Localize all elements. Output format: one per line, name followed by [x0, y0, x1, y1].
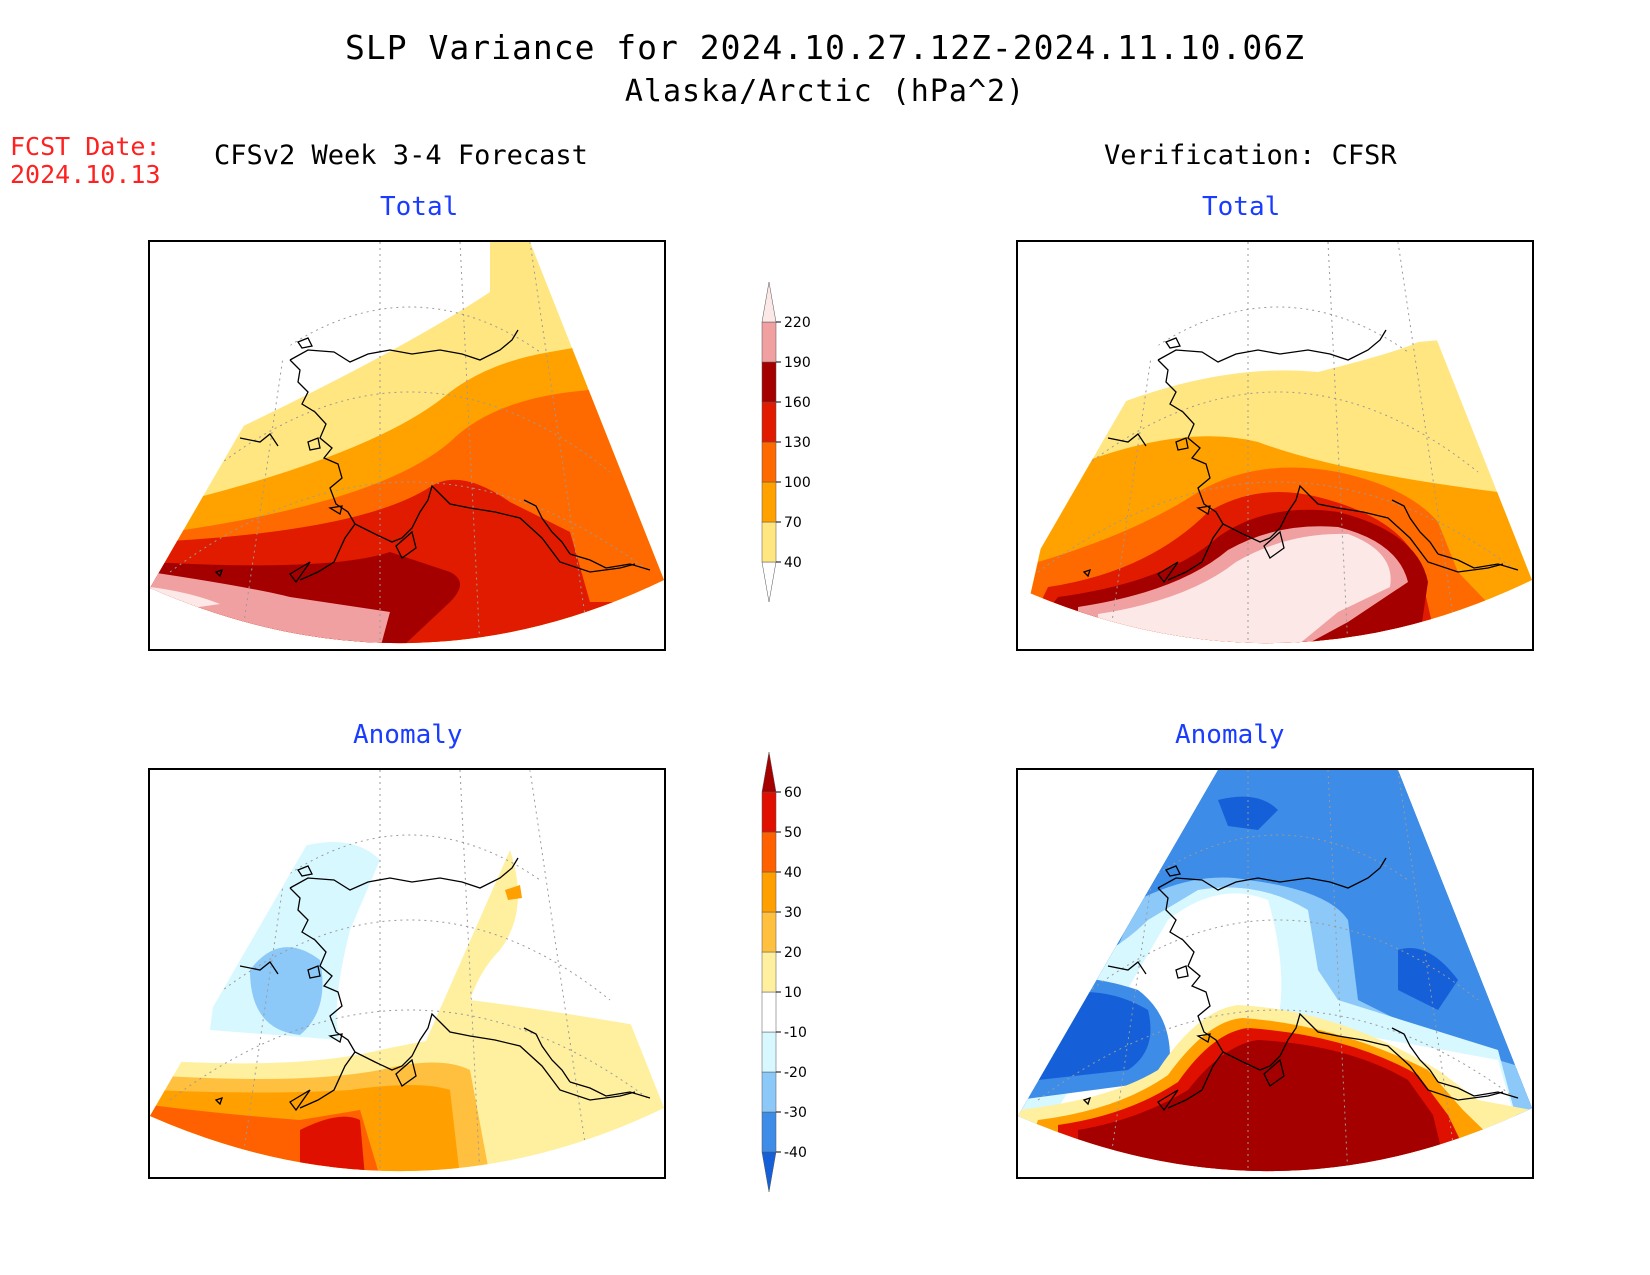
anomaly-colorbar-tick-label: 50 — [784, 825, 802, 841]
total-colorbar-tick-label: 130 — [784, 435, 811, 451]
verification-anomaly-map — [1016, 768, 1534, 1179]
fcst-date-value: 2024.10.13 — [10, 160, 161, 189]
forecast-total-map — [148, 240, 666, 651]
anomaly-colorbar-swatch — [761, 991, 777, 1033]
forecast-total-title: Total — [380, 192, 459, 222]
total-colorbar-swatch — [761, 281, 777, 323]
main-title: SLP Variance for 2024.10.27.12Z-2024.11.… — [345, 28, 1305, 67]
anomaly-colorbar-swatch — [761, 831, 777, 873]
forecast-anomaly-title: Anomaly — [353, 720, 463, 750]
anomaly-colorbar-swatch — [761, 1151, 777, 1193]
anomaly-colorbar-swatch — [761, 911, 777, 953]
anomaly-colorbar-tick-label: -20 — [784, 1065, 807, 1081]
total-colorbar-tick-label: 100 — [784, 475, 811, 491]
anomaly-colorbar: -40 -30 -20 -10 10 20 30 40 50 60 — [760, 751, 830, 1206]
anomaly-colorbar-swatch — [761, 791, 777, 833]
total-colorbar-swatch — [761, 361, 777, 403]
anomaly-colorbar-swatch — [761, 1031, 777, 1073]
total-colorbar-tick-label: 160 — [784, 395, 811, 411]
anomaly-colorbar-svg: -40 -30 -20 -10 10 20 30 40 50 60 — [761, 751, 807, 1193]
anomaly-colorbar-tick-label: -10 — [784, 1025, 807, 1041]
total-colorbar-svg: 40 70 100 130 160 190 220 — [761, 281, 811, 603]
verification-total-map — [1016, 240, 1534, 651]
total-colorbar-tick-label: 190 — [784, 355, 811, 371]
forecast-column-title: CFSv2 Week 3-4 Forecast — [214, 140, 588, 171]
total-colorbar: 40 70 100 130 160 190 220 — [760, 281, 830, 616]
verification-anomaly-title: Anomaly — [1175, 720, 1285, 750]
anomaly-colorbar-swatch — [761, 871, 777, 913]
anomaly-colorbar-tick-label: -30 — [784, 1105, 807, 1121]
total-colorbar-tick-label: 70 — [784, 515, 802, 531]
total-colorbar-swatch — [761, 561, 777, 603]
fcst-date-label: FCST Date: — [10, 132, 161, 161]
anomaly-colorbar-tick-label: 60 — [784, 785, 802, 801]
anomaly-colorbar-swatch — [761, 1071, 777, 1113]
anomaly-colorbar-swatch — [761, 1111, 777, 1153]
total-colorbar-swatch — [761, 521, 777, 563]
anomaly-colorbar-tick-label: 30 — [784, 905, 802, 921]
total-colorbar-swatch — [761, 321, 777, 363]
total-colorbar-tick-label: 220 — [784, 315, 811, 331]
verification-column-title: Verification: CFSR — [1104, 140, 1397, 171]
main-subtitle: Alaska/Arctic (hPa^2) — [624, 74, 1026, 109]
anomaly-colorbar-tick-label: 40 — [784, 865, 802, 881]
anomaly-colorbar-tick-label: -40 — [784, 1145, 807, 1161]
anomaly-colorbar-tick-label: 20 — [784, 945, 802, 961]
total-colorbar-swatch — [761, 481, 777, 523]
anomaly-colorbar-swatch — [761, 951, 777, 993]
total-colorbar-tick-label: 40 — [784, 555, 802, 571]
total-colorbar-swatch — [761, 441, 777, 483]
forecast-anomaly-map — [148, 768, 666, 1179]
verification-total-title: Total — [1202, 192, 1281, 222]
anomaly-colorbar-tick-label: 10 — [784, 985, 802, 1001]
anomaly-colorbar-swatch — [761, 751, 777, 793]
total-colorbar-swatch — [761, 401, 777, 443]
